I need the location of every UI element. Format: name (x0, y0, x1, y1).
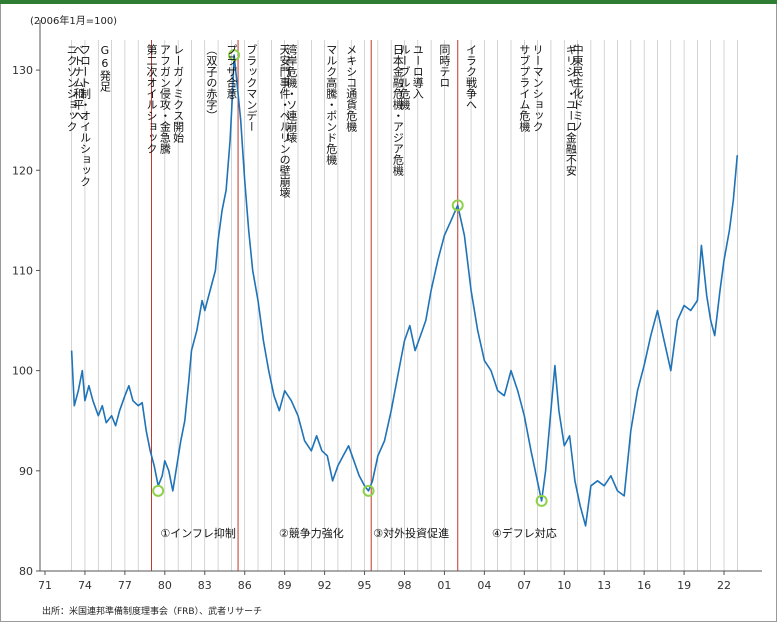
dollar-index-line (70, 54, 739, 527)
x-tick-label: 95 (358, 579, 372, 592)
phase-label: ②競争力強化 (279, 526, 344, 540)
y-tick-label: 90 (19, 465, 33, 478)
x-tick-label: 19 (677, 579, 691, 592)
source-note: 出所：米国連邦準備制度理事会（FRB）、武者リサーチ (42, 607, 263, 617)
y-tick-label: 120 (12, 164, 33, 177)
event-label: マルク高騰・ポンド危機 (325, 44, 338, 166)
x-tick-label: 74 (78, 579, 92, 592)
x-tick-label: 04 (477, 579, 491, 592)
x-tick-label: 98 (397, 579, 411, 592)
x-tick-label: 83 (198, 579, 212, 592)
event-label: 天安門事件・ベルリンの壁崩壊 (278, 44, 291, 199)
x-tick-label: 16 (637, 579, 651, 592)
x-tick-label: 13 (597, 579, 611, 592)
event-label: （双子の赤字） (205, 44, 218, 121)
event-label: プラザ合意 (225, 44, 238, 99)
event-label: ブラックマンデー (245, 43, 258, 132)
x-tick-label: 71 (38, 579, 52, 592)
phase-label: ④デフレ対応 (492, 526, 557, 540)
event-label: 日本金融危機・アジア危機 (391, 44, 404, 177)
event-label: レーガノミクス開始 (172, 44, 185, 144)
top-accent-bar (0, 0, 777, 4)
event-label: 第二次オイルショック (145, 43, 158, 154)
turning-point-marker (535, 494, 548, 507)
event-label: イラク戦争へ (465, 44, 478, 110)
x-tick-label: 01 (437, 579, 451, 592)
turning-point-marker (228, 49, 241, 62)
x-tick-label: 07 (517, 579, 531, 592)
phase-label: ③対外投資促進 (373, 526, 449, 540)
x-tick-label: 10 (557, 579, 571, 592)
turning-point-marker (362, 484, 375, 497)
event-label: メキシコ通貨危機 (345, 44, 358, 133)
phase-label: ①インフレ抑制 (160, 526, 236, 540)
y-tick-label: 80 (19, 565, 33, 578)
event-label: ルーブル危機 (398, 44, 411, 111)
event-label: G6発足 (98, 44, 111, 92)
x-tick-label: 86 (238, 579, 252, 592)
x-tick-label: 80 (158, 579, 172, 592)
turning-point-marker (152, 484, 165, 497)
event-label: リーマンショック (531, 44, 544, 132)
x-tick-label: 77 (118, 579, 132, 592)
event-label: サブプライム危機 (518, 44, 531, 133)
unit-note: (2006年1月=100) (30, 16, 118, 27)
event-label: フロート制・オイルショック (78, 44, 91, 187)
event-label: ベトナム和平へ (72, 44, 85, 121)
event-label: 湾岸危機・ソ連崩壊 (285, 43, 298, 144)
event-label: ユーロ導入 (411, 44, 424, 99)
event-label: ニクソンショック (65, 44, 78, 132)
x-tick-label: 22 (717, 579, 731, 592)
turning-point-marker (451, 199, 464, 212)
event-label: アフガン侵攻・金急騰 (158, 44, 171, 155)
event-label: 同時テロ (438, 44, 451, 88)
x-tick-label: 89 (278, 579, 292, 592)
event-label: 中東民主化ドミノ (571, 44, 584, 132)
event-label: ギリシャ・ユーロ金融不安 (564, 44, 577, 177)
y-tick-label: 100 (12, 365, 33, 378)
x-tick-label: 92 (318, 579, 332, 592)
y-tick-label: 110 (12, 264, 33, 277)
y-tick-label: 130 (12, 64, 33, 77)
